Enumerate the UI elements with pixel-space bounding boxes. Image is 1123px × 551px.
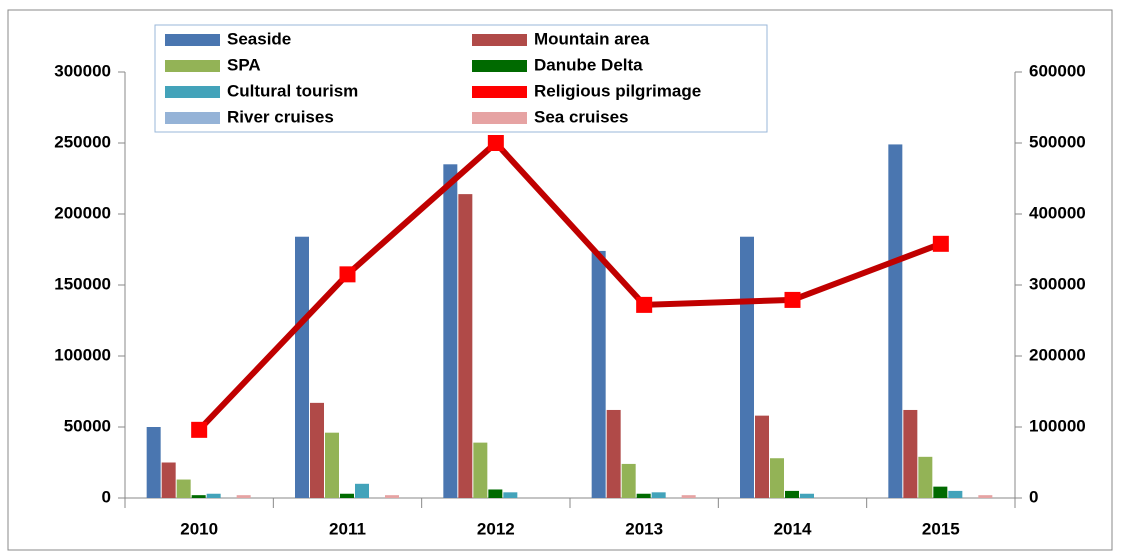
legend-label: Danube Delta xyxy=(534,55,643,74)
chart-frame xyxy=(7,9,1113,551)
bar xyxy=(755,415,769,498)
bar xyxy=(206,493,221,498)
y2-tick-label: 100000 xyxy=(1029,416,1086,435)
legend-swatch xyxy=(165,86,220,98)
y-tick-label: 200000 xyxy=(54,203,111,222)
bar xyxy=(191,495,206,498)
legend-label: SPA xyxy=(227,55,261,74)
x-tick-label: 2015 xyxy=(922,519,960,538)
y2-tick-label: 600000 xyxy=(1029,61,1086,80)
x-tick-label: 2011 xyxy=(329,519,366,538)
x-tick-label: 2010 xyxy=(180,519,218,538)
legend-swatch xyxy=(472,60,527,72)
bar xyxy=(325,432,339,498)
bar xyxy=(340,493,354,498)
marker xyxy=(487,135,504,151)
legend-swatch xyxy=(472,34,527,46)
bar xyxy=(888,144,903,499)
legend-label: Mountain area xyxy=(534,29,650,48)
x-tick-label: 2014 xyxy=(774,519,812,538)
bar xyxy=(918,456,933,498)
bar xyxy=(948,490,963,498)
y-tick-label: 150000 xyxy=(54,274,111,293)
legend-label: Sea cruises xyxy=(534,107,629,126)
y-tick-label: 300000 xyxy=(54,61,111,80)
y-tick-label: 250000 xyxy=(54,132,111,151)
bar xyxy=(161,462,176,498)
bar xyxy=(621,463,636,498)
legend-swatch xyxy=(472,112,527,124)
bar xyxy=(978,495,993,498)
bar xyxy=(443,164,458,499)
bar xyxy=(176,479,191,498)
y2-tick-label: 400000 xyxy=(1029,203,1086,222)
y2-tick-label: 0 xyxy=(1029,487,1038,506)
y-tick-label: 50000 xyxy=(64,416,111,435)
legend-label: Cultural tourism xyxy=(227,81,358,100)
y2-tick-label: 300000 xyxy=(1029,274,1086,293)
legend-swatch xyxy=(165,60,220,72)
legend-swatch xyxy=(165,112,220,124)
bar xyxy=(146,427,161,498)
y2-tick-label: 500000 xyxy=(1029,132,1086,151)
legend xyxy=(154,24,768,133)
bar xyxy=(785,490,799,498)
bar xyxy=(503,492,518,498)
legend-swatch xyxy=(472,86,527,98)
legend-label: Seaside xyxy=(227,29,291,48)
legend-label: Religious pilgrimage xyxy=(534,81,701,100)
marker xyxy=(191,421,208,438)
x-tick-label: 2013 xyxy=(625,519,663,538)
bar xyxy=(933,486,948,498)
bar xyxy=(591,250,606,498)
bar xyxy=(355,483,369,498)
bar xyxy=(800,493,814,498)
legend-label: River cruises xyxy=(227,107,334,126)
bar xyxy=(681,495,696,498)
bar xyxy=(740,236,754,498)
y-tick-label: 0 xyxy=(102,487,111,506)
marker xyxy=(932,235,949,252)
bar xyxy=(295,236,309,498)
bar xyxy=(770,458,784,498)
bar xyxy=(385,495,399,498)
bar xyxy=(310,402,324,498)
bar xyxy=(606,409,621,498)
bar xyxy=(903,409,918,498)
marker xyxy=(339,266,356,283)
x-tick-label: 2012 xyxy=(477,519,515,538)
line xyxy=(196,138,942,432)
bar xyxy=(473,442,488,498)
legend-swatch xyxy=(165,34,220,46)
marker xyxy=(784,291,801,308)
bar xyxy=(488,489,503,498)
y-tick-label: 100000 xyxy=(54,345,111,364)
marker xyxy=(636,296,653,313)
y2-tick-label: 200000 xyxy=(1029,345,1086,364)
bar xyxy=(651,492,666,498)
bar xyxy=(636,493,651,498)
bar xyxy=(236,495,251,498)
bar xyxy=(458,194,473,498)
